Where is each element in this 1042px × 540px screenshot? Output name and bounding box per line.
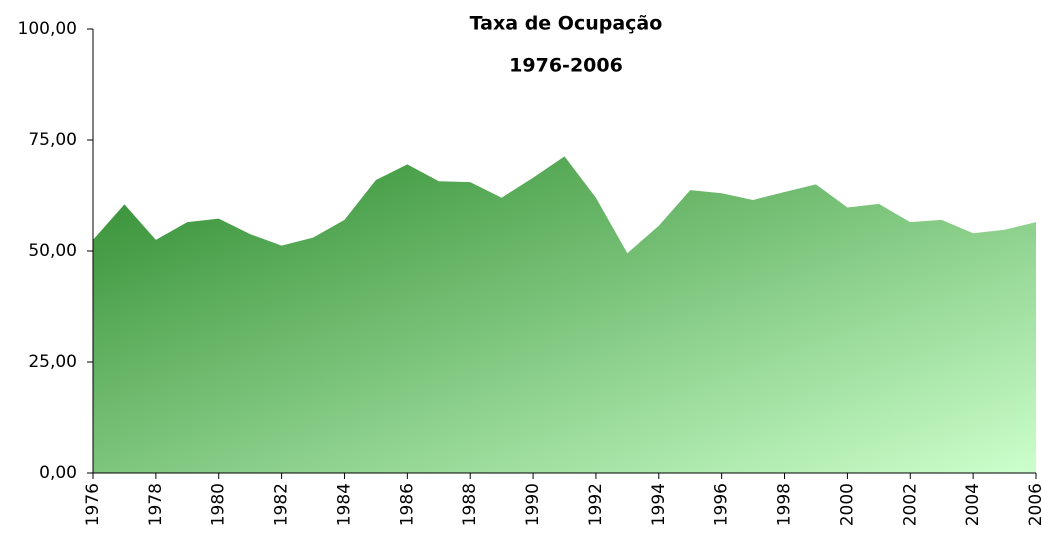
y-tick-label: 100,00	[18, 19, 77, 39]
x-tick-label: 2004	[963, 483, 983, 526]
x-tick-label: 1984	[334, 483, 354, 526]
x-tick-label: 2006	[1026, 483, 1042, 526]
x-tick-label: 1990	[523, 483, 543, 526]
x-tick-label: 1988	[460, 483, 480, 526]
chart-subtitle: 1976-2006	[509, 55, 623, 77]
y-tick-label: 75,00	[28, 130, 77, 150]
x-tick-label: 1978	[146, 483, 166, 526]
chart-title: Taxa de Ocupação	[470, 13, 663, 35]
y-tick-label: 25,00	[28, 352, 77, 372]
y-tick-label: 50,00	[28, 241, 77, 261]
x-tick-label: 1996	[712, 483, 732, 526]
x-tick-label: 1992	[586, 483, 606, 526]
x-tick-label: 1986	[397, 483, 417, 526]
x-tick-label: 2000	[837, 483, 857, 526]
y-tick-label: 0,00	[39, 463, 77, 483]
x-tick-label: 2002	[900, 483, 920, 526]
x-tick-label: 1976	[83, 483, 103, 526]
x-tick-label: 1980	[209, 483, 229, 526]
x-tick-label: 1982	[272, 483, 292, 526]
x-tick-label: 1994	[649, 483, 669, 526]
area	[93, 156, 1036, 474]
x-tick-label: 1998	[775, 483, 795, 526]
